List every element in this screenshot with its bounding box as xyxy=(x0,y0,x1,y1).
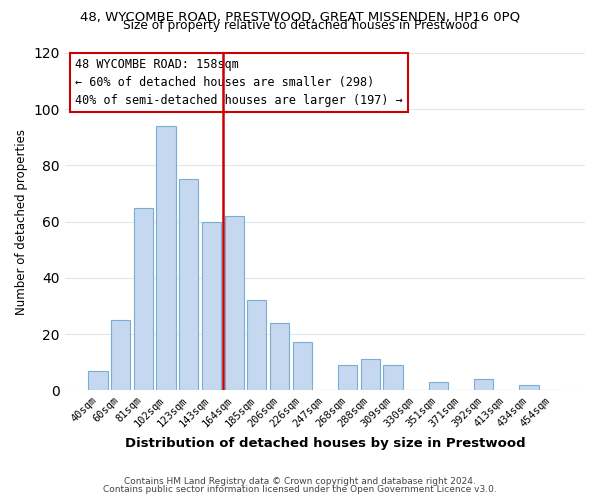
Text: Contains public sector information licensed under the Open Government Licence v3: Contains public sector information licen… xyxy=(103,485,497,494)
Bar xyxy=(270,323,289,390)
Bar xyxy=(361,360,380,390)
Bar xyxy=(428,382,448,390)
Bar xyxy=(134,208,153,390)
Bar xyxy=(179,180,199,390)
Text: 48 WYCOMBE ROAD: 158sqm
← 60% of detached houses are smaller (298)
40% of semi-d: 48 WYCOMBE ROAD: 158sqm ← 60% of detache… xyxy=(75,58,403,107)
Bar xyxy=(293,342,312,390)
Bar xyxy=(383,365,403,390)
Bar xyxy=(338,365,357,390)
Bar xyxy=(88,370,108,390)
Bar xyxy=(202,222,221,390)
Text: 48, WYCOMBE ROAD, PRESTWOOD, GREAT MISSENDEN, HP16 0PQ: 48, WYCOMBE ROAD, PRESTWOOD, GREAT MISSE… xyxy=(80,10,520,23)
X-axis label: Distribution of detached houses by size in Prestwood: Distribution of detached houses by size … xyxy=(125,437,525,450)
Y-axis label: Number of detached properties: Number of detached properties xyxy=(15,128,28,314)
Bar xyxy=(474,379,493,390)
Text: Size of property relative to detached houses in Prestwood: Size of property relative to detached ho… xyxy=(122,19,478,32)
Bar xyxy=(157,126,176,390)
Bar xyxy=(224,216,244,390)
Bar xyxy=(111,320,130,390)
Text: Contains HM Land Registry data © Crown copyright and database right 2024.: Contains HM Land Registry data © Crown c… xyxy=(124,477,476,486)
Bar xyxy=(247,300,266,390)
Bar xyxy=(520,384,539,390)
